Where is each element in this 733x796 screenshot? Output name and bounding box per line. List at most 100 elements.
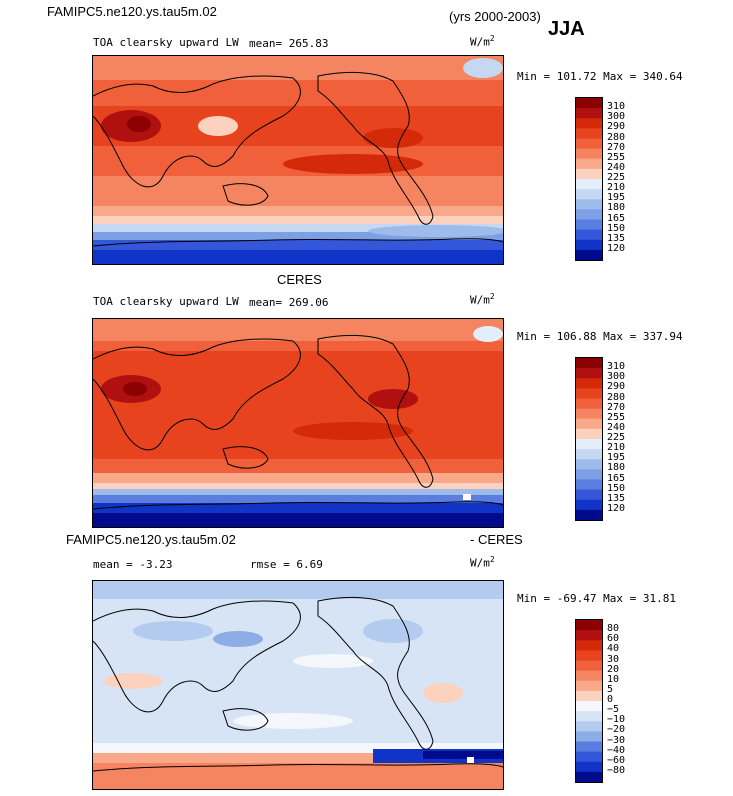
panel1-colorbar-swatches xyxy=(576,98,602,260)
panel3-colorbar-swatches xyxy=(576,620,602,782)
panel2-colorbar xyxy=(575,357,603,521)
panel3-mean-label: mean = xyxy=(93,558,133,571)
colorbar-tick-label: −20 xyxy=(607,724,626,736)
case-name-title: FAMIPC5.ne120.ys.tau5m.02 xyxy=(47,4,217,19)
panel1-map xyxy=(92,55,504,265)
colorbar-tick-label: 195 xyxy=(607,452,626,464)
panel2-map xyxy=(92,318,504,528)
colorbar-swatch xyxy=(576,670,602,682)
colorbar-tick-label: 120 xyxy=(607,242,626,254)
colorbar-swatch xyxy=(576,179,602,190)
colorbar-swatch xyxy=(576,741,602,753)
colorbar-tick-label: 180 xyxy=(607,462,626,474)
colorbar-tick-label: 120 xyxy=(607,502,626,514)
colorbar-swatch xyxy=(576,189,602,200)
colorbar-swatch xyxy=(576,428,602,440)
colorbar-tick-label: −40 xyxy=(607,744,626,756)
season-label: JJA xyxy=(548,18,585,40)
colorbar-swatch xyxy=(576,418,602,430)
colorbar-swatch xyxy=(576,158,602,170)
panel2-variable: TOA clearsky upward LW xyxy=(93,295,239,308)
panel2-colorbar-swatches xyxy=(576,358,602,520)
colorbar-swatch xyxy=(576,138,602,150)
panel3-rmse-label: rmse = xyxy=(250,558,290,571)
colorbar-swatch xyxy=(576,118,602,129)
colorbar-swatch xyxy=(576,459,602,470)
colorbar-tick-label: 270 xyxy=(607,401,626,413)
colorbar-tick-label: 270 xyxy=(607,141,626,153)
colorbar-tick-label: 5 xyxy=(607,683,614,695)
colorbar-swatch xyxy=(576,219,602,231)
colorbar-swatch xyxy=(576,630,602,641)
panel2-field xyxy=(93,319,503,527)
colorbar-tick-label: 255 xyxy=(607,151,626,163)
colorbar-swatch xyxy=(576,209,602,221)
colorbar-swatch xyxy=(576,761,602,773)
colorbar-swatch xyxy=(576,358,602,369)
panel1-mean-value: 265.83 xyxy=(288,37,329,50)
colorbar-swatch xyxy=(576,771,602,782)
colorbar-swatch xyxy=(576,108,602,119)
panel2-mean-value: 269.06 xyxy=(288,296,329,309)
colorbar-swatch xyxy=(576,701,602,712)
colorbar-swatch xyxy=(576,711,602,722)
colorbar-tick-label: −60 xyxy=(607,754,626,766)
colorbar-tick-label: 165 xyxy=(607,472,626,484)
colorbar-swatch xyxy=(576,439,602,450)
panel1-units: W/m2 xyxy=(470,34,495,49)
colorbar-tick-label: 240 xyxy=(607,161,626,173)
colorbar-swatch xyxy=(576,620,602,631)
colorbar-swatch xyxy=(576,731,602,743)
panel3-title: FAMIPC5.ne120.ys.tau5m.02 xyxy=(66,532,236,547)
colorbar-tick-label: 180 xyxy=(607,202,626,214)
colorbar-swatch xyxy=(576,489,602,501)
colorbar-tick-label: 80 xyxy=(607,623,620,635)
colorbar-swatch xyxy=(576,368,602,379)
colorbar-tick-label: 290 xyxy=(607,381,626,393)
panel3-field xyxy=(93,581,503,789)
colorbar-swatch xyxy=(576,680,602,692)
panel1-mean-label: mean= xyxy=(249,37,283,50)
panel3-rmse-value: 6.69 xyxy=(296,558,323,571)
colorbar-tick-label: 60 xyxy=(607,633,620,645)
colorbar-swatch xyxy=(576,751,602,763)
colorbar-swatch xyxy=(576,640,602,651)
panel3-title-right: - CERES xyxy=(470,532,523,547)
colorbar-tick-label: 135 xyxy=(607,492,626,504)
colorbar-swatch xyxy=(576,168,602,180)
colorbar-swatch xyxy=(576,128,602,140)
colorbar-tick-label: 225 xyxy=(607,432,626,443)
colorbar-tick-label: 165 xyxy=(607,212,626,224)
colorbar-swatch xyxy=(576,690,602,702)
years-label: (yrs 2000-2003) xyxy=(449,9,541,24)
colorbar-tick-label: 135 xyxy=(607,232,626,244)
panel3-minmax: Min = -69.47 Max = 31.81 xyxy=(517,592,676,605)
panel3-map xyxy=(92,580,504,790)
colorbar-tick-label: −5 xyxy=(607,704,620,716)
panel3-mean-value: -3.23 xyxy=(139,558,173,571)
panel2-mean-label: mean= xyxy=(249,296,283,309)
colorbar-swatch xyxy=(576,388,602,400)
colorbar-tick-label: 300 xyxy=(607,371,626,383)
colorbar-tick-label: 150 xyxy=(607,482,626,494)
panel1-mean: mean= 265.83 xyxy=(249,37,329,50)
colorbar-swatch xyxy=(576,479,602,491)
colorbar-swatch xyxy=(576,499,602,511)
colorbar-tick-label: 195 xyxy=(607,192,626,204)
colorbar-tick-label: −10 xyxy=(607,714,626,726)
colorbar-swatch xyxy=(576,98,602,109)
colorbar-tick-label: 40 xyxy=(607,643,620,655)
panel3-mean: mean = -3.23 xyxy=(93,558,173,571)
colorbar-swatch xyxy=(576,199,602,210)
colorbar-tick-label: 280 xyxy=(607,391,626,403)
colorbar-tick-label: 0 xyxy=(607,694,614,705)
colorbar-tick-label: 20 xyxy=(607,663,620,675)
colorbar-tick-label: 300 xyxy=(607,111,626,123)
colorbar-tick-label: 280 xyxy=(607,131,626,143)
panel2-mean: mean= 269.06 xyxy=(249,296,329,309)
colorbar-swatch xyxy=(576,249,602,260)
colorbar-swatch xyxy=(576,148,602,160)
colorbar-swatch xyxy=(576,660,602,672)
colorbar-tick-label: 210 xyxy=(607,442,626,454)
panel2-title: CERES xyxy=(277,272,322,287)
